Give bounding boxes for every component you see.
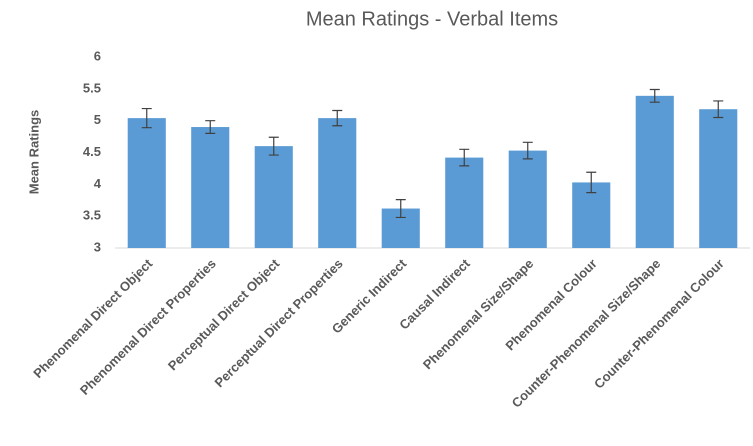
y-axis-title: Mean Ratings	[26, 110, 41, 195]
bar	[445, 157, 484, 248]
bar	[127, 118, 166, 249]
x-tick-label: Phenomenal Direct Properties	[77, 256, 219, 398]
x-tick-label: Phenomenal Direct Object	[30, 255, 156, 381]
error-bar	[649, 88, 660, 103]
y-tick-label: 5.5	[83, 80, 101, 95]
error-bar	[459, 148, 470, 167]
bar	[699, 109, 738, 248]
error-bar	[395, 199, 406, 219]
error-bar	[141, 107, 152, 129]
x-tick-label: Perceptual Direct Object	[165, 255, 283, 373]
error-bar	[586, 171, 597, 194]
x-tick-label: Counter-Phenomenal Colour	[591, 256, 727, 392]
error-bar	[522, 141, 533, 160]
y-tick-label: 5	[94, 112, 101, 127]
chart-title: Mean Ratings - Verbal Items	[306, 8, 558, 30]
error-bar	[205, 120, 216, 134]
y-tick-label: 6	[94, 48, 101, 63]
y-tick-label: 3	[94, 239, 101, 254]
error-bar	[268, 136, 279, 156]
y-tick-label: 4	[94, 176, 102, 191]
x-tick-label: Perceptual Direct Properties	[212, 256, 346, 390]
bar	[572, 182, 611, 248]
error-bar	[332, 109, 343, 127]
bar	[508, 150, 547, 248]
x-tick-label: Phenomenal Size/Shape	[420, 256, 536, 372]
error-bar	[713, 100, 724, 119]
y-tick-label: 4.5	[83, 144, 101, 159]
bar	[635, 95, 674, 248]
bar	[254, 146, 293, 248]
y-tick-label: 3.5	[83, 208, 101, 223]
bar	[318, 118, 357, 249]
bar	[191, 127, 230, 248]
